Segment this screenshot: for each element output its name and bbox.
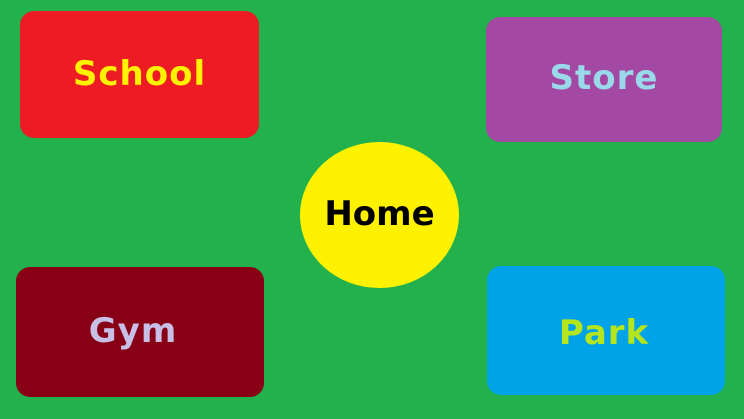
gym-label: Gym [88, 310, 178, 351]
park-location-button[interactable]: Park [487, 266, 725, 395]
school-label: School [72, 53, 207, 94]
home-label: Home [324, 194, 435, 234]
school-location-button[interactable]: School [20, 11, 259, 138]
park-label: Park [558, 313, 650, 353]
store-label: Store [549, 58, 659, 98]
gym-location-button[interactable]: Gym [16, 267, 264, 397]
home-location-button[interactable]: Home [300, 142, 459, 288]
store-location-button[interactable]: Store [486, 17, 722, 142]
